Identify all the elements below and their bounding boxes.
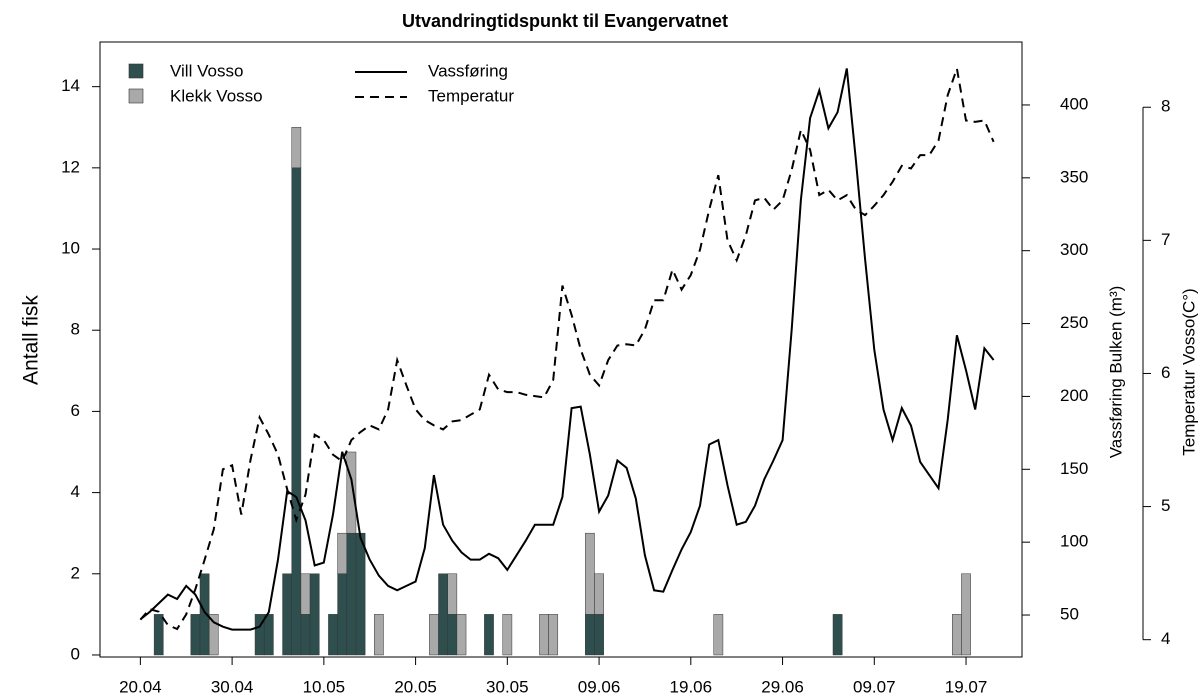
bar — [502, 614, 513, 656]
bar — [713, 614, 724, 656]
y2-tick-label: 300 — [1060, 240, 1088, 259]
y2-tick-label: 250 — [1060, 313, 1088, 332]
bar — [282, 573, 292, 656]
bar — [300, 614, 311, 656]
legend-label: Klekk Vosso — [170, 86, 263, 105]
y2-tick-label: 400 — [1060, 94, 1088, 113]
x-tick-label: 19.07 — [945, 677, 988, 696]
y3-tick-label: 6 — [1161, 363, 1170, 382]
bar — [291, 167, 302, 656]
y3-tick-label: 5 — [1161, 496, 1170, 515]
y3-tick-label: 8 — [1161, 97, 1170, 116]
legend-swatch — [128, 63, 144, 79]
bar — [346, 451, 357, 534]
bar — [337, 573, 348, 656]
bar — [539, 614, 549, 656]
bar — [337, 532, 348, 575]
bar — [328, 614, 338, 656]
x-tick-label: 09.07 — [853, 677, 896, 696]
legend-label: Temperatur — [428, 86, 514, 105]
bar — [153, 614, 164, 656]
x-tick-label: 30.04 — [211, 677, 254, 696]
bar — [208, 614, 219, 656]
bar — [961, 573, 971, 656]
y-tick-label: 4 — [71, 482, 80, 501]
x-tick-label: 20.05 — [394, 677, 437, 696]
y-tick-label: 0 — [71, 644, 80, 663]
y-tick-label: 8 — [71, 320, 80, 339]
legend-label: Vassføring — [428, 61, 508, 80]
y2-tick-label: 350 — [1060, 167, 1088, 186]
legend-label: Vill Vosso — [170, 61, 243, 80]
y-tick-label: 2 — [71, 563, 80, 582]
line-series — [139, 68, 995, 631]
bar — [484, 614, 494, 656]
bar — [594, 614, 604, 656]
bar — [456, 614, 467, 656]
bar — [190, 614, 201, 656]
y2-axis-label: Vassføring Bulken (m³) — [1106, 286, 1125, 459]
legend-swatch — [128, 88, 144, 104]
y-tick-label: 12 — [61, 157, 80, 176]
bar — [309, 573, 320, 656]
y3-tick-label: 7 — [1161, 230, 1170, 249]
x-tick-label: 19.06 — [670, 677, 713, 696]
y2-tick-label: 150 — [1060, 459, 1088, 478]
bar — [429, 614, 439, 656]
bar — [447, 573, 458, 615]
legend: Vill Vosso Klekk Vosso Vassføring Temper… — [128, 61, 514, 105]
bar — [291, 126, 302, 169]
bar — [438, 573, 448, 656]
bar — [548, 614, 559, 656]
bar — [594, 573, 604, 615]
bar — [952, 614, 962, 656]
x-tick-label: 20.04 — [119, 677, 162, 696]
y2-tick-label: 200 — [1060, 386, 1088, 405]
x-tick-label: 10.05 — [303, 677, 346, 696]
x-tick-label: 09.06 — [578, 677, 621, 696]
bar — [832, 614, 843, 656]
bar — [374, 614, 384, 656]
bar — [447, 614, 458, 656]
bar — [263, 614, 274, 656]
y-tick-label: 14 — [61, 76, 80, 95]
bar — [300, 573, 311, 615]
plot-frame — [99, 41, 1023, 658]
y3-tick-label: 4 — [1161, 629, 1170, 648]
y2-tick-label: 50 — [1060, 605, 1079, 624]
x-tick-label: 29.06 — [761, 677, 804, 696]
y-axis-label: Antall fisk — [20, 295, 43, 385]
y-tick-label: 6 — [71, 401, 80, 420]
bar — [355, 532, 366, 656]
y2-tick-label: 100 — [1060, 532, 1088, 551]
line-series — [139, 64, 995, 631]
x-tick-label: 30.05 — [486, 677, 529, 696]
bar — [585, 532, 595, 615]
chart-title: Utvandringtidspunkt til Evangervatnet — [402, 11, 728, 31]
bar — [585, 614, 595, 656]
y3-axis-label: Temperatur Vosso(C°) — [1179, 288, 1198, 455]
bar — [346, 532, 357, 656]
y-tick-label: 10 — [61, 239, 80, 258]
